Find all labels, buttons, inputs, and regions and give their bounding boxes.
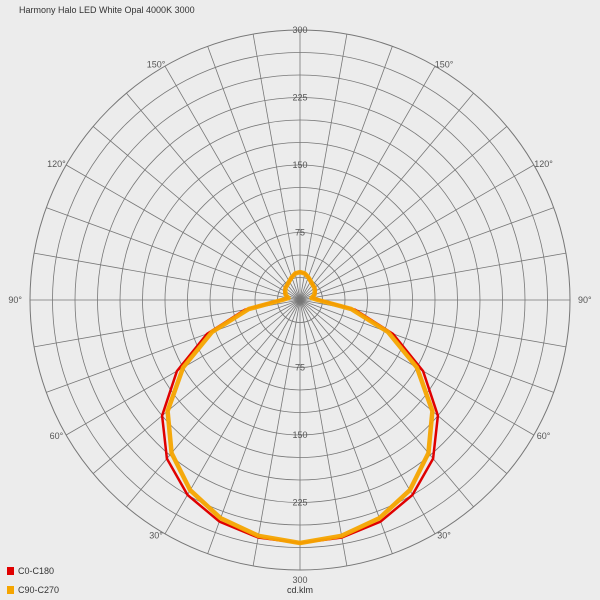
grid-spoke xyxy=(207,299,301,554)
grid-spoke xyxy=(299,46,393,301)
angle-label: 60° xyxy=(50,431,64,441)
grid-spoke xyxy=(164,65,301,301)
unit-label: cd.klm xyxy=(286,585,314,595)
grid-spoke xyxy=(299,299,348,566)
legend-item-c0-c180: C0-C180 xyxy=(7,566,54,576)
grid-spoke xyxy=(299,252,566,301)
grid-spoke xyxy=(46,299,301,393)
legend-swatch-orange xyxy=(7,586,14,594)
angle-label: 90° xyxy=(578,295,592,305)
radial-tick-label: 75 xyxy=(295,363,305,373)
radial-tick-label: 225 xyxy=(292,498,307,508)
radial-tick-label: 150 xyxy=(292,160,307,170)
angle-label: 30° xyxy=(149,531,163,541)
grid-spoke xyxy=(126,299,301,508)
legend-item-c90-c270: C90-C270 xyxy=(7,585,59,595)
grid-spoke xyxy=(299,92,474,301)
series-curve-c90-c270 xyxy=(165,269,435,546)
grid-spoke xyxy=(92,299,301,474)
grid-spoke xyxy=(299,299,554,393)
radial-tick-label: 150 xyxy=(292,430,307,440)
legend-label: C0-C180 xyxy=(18,566,55,576)
angle-label: 120° xyxy=(47,159,66,169)
grid-spoke xyxy=(299,126,508,301)
polar-grid xyxy=(29,29,571,571)
angle-label: 90° xyxy=(8,295,22,305)
radial-tick-label: 225 xyxy=(292,93,307,103)
grid-spoke xyxy=(299,34,348,301)
grid-spoke xyxy=(252,299,301,566)
grid-spoke xyxy=(126,92,301,301)
grid-labels: 75 75 150 150 225 225 300 300 150° 150° 120° 120° 90… xyxy=(8,25,592,585)
grid-spoke xyxy=(34,252,301,301)
angle-label: 30° xyxy=(437,531,451,541)
grid-spoke xyxy=(299,207,554,301)
grid-spoke xyxy=(65,164,301,301)
chart-title: Harmony Halo LED White Opal 4000K 3000 xyxy=(19,5,195,15)
grid-spoke xyxy=(299,164,535,301)
grid-spoke xyxy=(207,46,301,301)
radial-tick-label: 300 xyxy=(292,575,307,585)
angle-label: 60° xyxy=(537,431,551,441)
angle-label: 150° xyxy=(435,59,454,69)
radial-tick-label: 75 xyxy=(295,228,305,238)
radial-tick-label: 300 xyxy=(292,25,307,35)
grid-spoke xyxy=(299,65,436,301)
legend-swatch-red xyxy=(7,567,14,575)
grid-spoke xyxy=(92,126,301,301)
angle-label: 150° xyxy=(147,59,166,69)
grid-spoke xyxy=(252,34,301,301)
intensity-curves xyxy=(160,269,440,546)
grid-spoke xyxy=(46,207,301,301)
grid-spoke xyxy=(299,299,393,554)
angle-label: 120° xyxy=(534,159,553,169)
legend-label: C90-C270 xyxy=(18,585,60,595)
grid-spoke xyxy=(299,299,474,508)
grid-spoke xyxy=(299,299,508,474)
